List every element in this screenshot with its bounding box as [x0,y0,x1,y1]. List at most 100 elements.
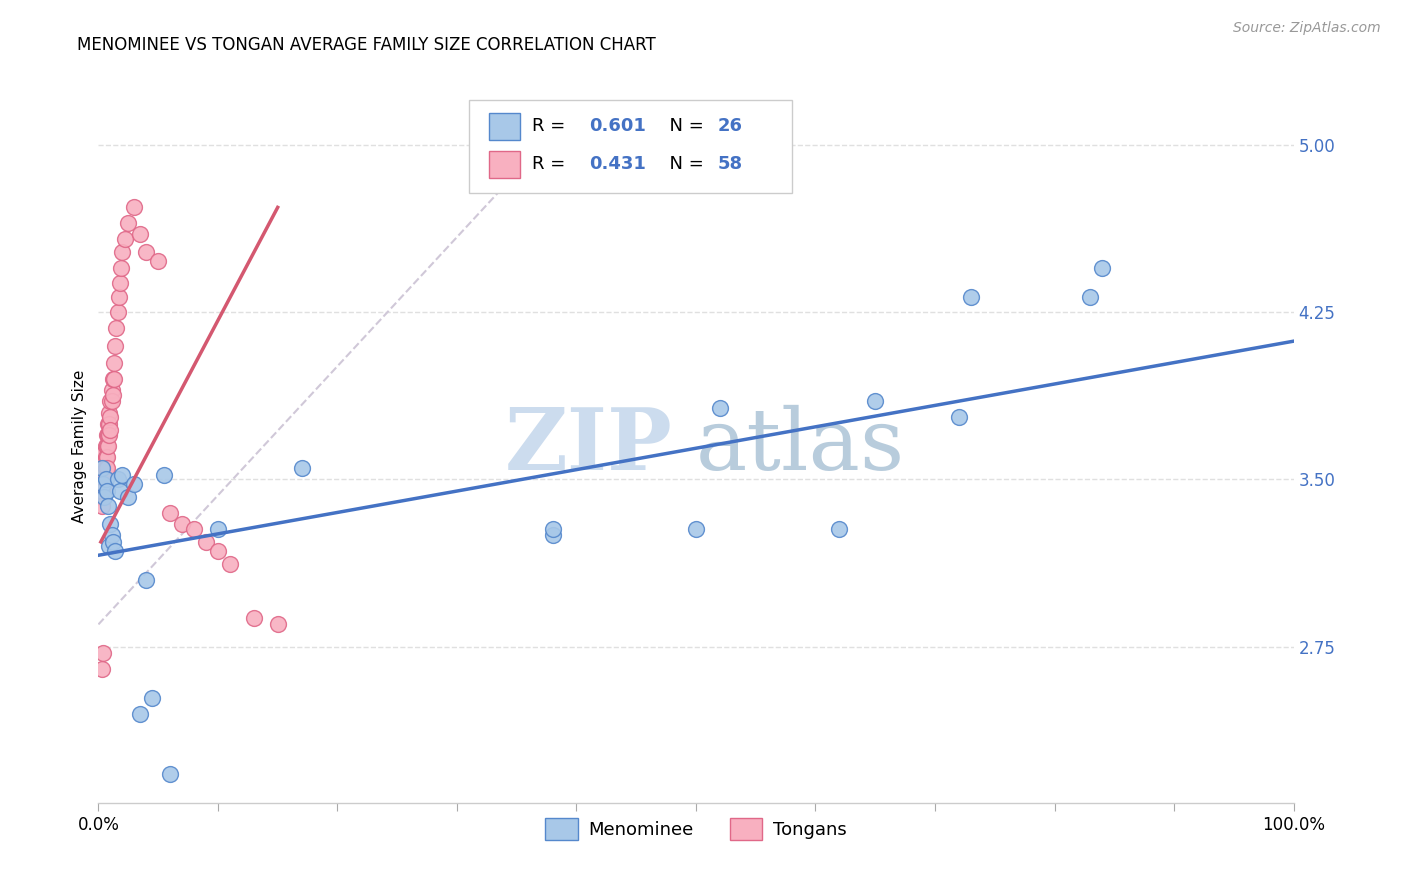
Point [107,289,129,303]
Legend: Menominee, Tongans: Menominee, Tongans [538,811,853,847]
Text: ZIP: ZIP [505,404,672,488]
Point [107,472,129,486]
Point [93,454,115,468]
Point [93,472,115,486]
Point [101,534,124,549]
Point [219,557,242,571]
Point [91,461,114,475]
Point [110,260,132,275]
Text: MENOMINEE VS TONGAN AVERAGE FAMILY SIZE CORRELATION CHART: MENOMINEE VS TONGAN AVERAGE FAMILY SIZE … [77,36,657,54]
Point [97,417,120,431]
Point [105,320,128,334]
Point [129,227,152,241]
Point [107,305,129,319]
Point [828,521,851,535]
Point [94,461,117,475]
Point [100,528,122,542]
Point [91,476,114,491]
Point [108,276,131,290]
FancyBboxPatch shape [470,100,792,193]
Point [124,476,146,491]
Point [117,216,139,230]
Point [172,516,194,531]
Point [98,516,122,531]
Point [91,483,114,498]
Point [98,539,121,553]
Point [685,521,707,535]
Point [91,467,114,482]
Point [108,483,131,498]
Point [159,506,181,520]
Point [111,467,134,482]
Point [93,467,115,482]
Point [97,427,120,442]
Point [111,244,134,259]
Point [93,476,115,491]
Text: 0.601: 0.601 [589,118,647,136]
Text: N =: N = [658,155,709,173]
Point [98,405,121,419]
Point [91,454,114,468]
Y-axis label: Average Family Size: Average Family Size [72,369,87,523]
Text: R =: R = [533,155,571,173]
Point [135,573,157,587]
Point [101,387,124,401]
Point [960,289,983,303]
Point [104,543,127,558]
Point [90,476,112,491]
Point [100,384,122,398]
Point [1080,289,1102,303]
Point [91,646,114,660]
Point [94,439,117,453]
Point [207,521,229,535]
Text: atlas: atlas [696,404,905,488]
Point [865,394,887,409]
Point [91,500,114,514]
Text: R =: R = [533,118,571,136]
Point [97,500,120,514]
Point [98,394,122,409]
Point [94,472,117,486]
Text: 58: 58 [717,155,742,173]
Point [1091,260,1114,275]
Point [101,372,124,386]
Point [709,401,731,416]
Point [90,472,112,486]
Point [541,528,564,542]
Point [243,610,266,624]
FancyBboxPatch shape [489,151,520,178]
Point [267,617,290,632]
Point [96,461,118,475]
Point [98,427,121,442]
Point [291,461,314,475]
Point [91,461,114,475]
Point [948,409,970,424]
Point [100,394,122,409]
Point [114,231,136,245]
Point [96,439,118,453]
Point [103,356,125,371]
Point [96,450,118,464]
Point [195,534,218,549]
Point [159,766,181,781]
Point [93,445,115,459]
Text: N =: N = [658,118,709,136]
Point [541,521,564,535]
Text: Source: ZipAtlas.com: Source: ZipAtlas.com [1233,21,1381,36]
Text: 0.431: 0.431 [589,155,647,173]
Point [91,476,114,491]
Point [98,417,121,431]
Point [96,483,118,498]
Point [153,467,176,482]
Point [91,461,114,475]
Point [148,253,170,268]
Point [207,543,229,558]
Point [103,372,125,386]
Point [104,338,127,352]
Point [98,409,122,424]
Point [124,200,146,214]
Point [135,244,157,259]
Point [96,427,118,442]
Point [141,690,163,705]
Point [129,706,152,721]
